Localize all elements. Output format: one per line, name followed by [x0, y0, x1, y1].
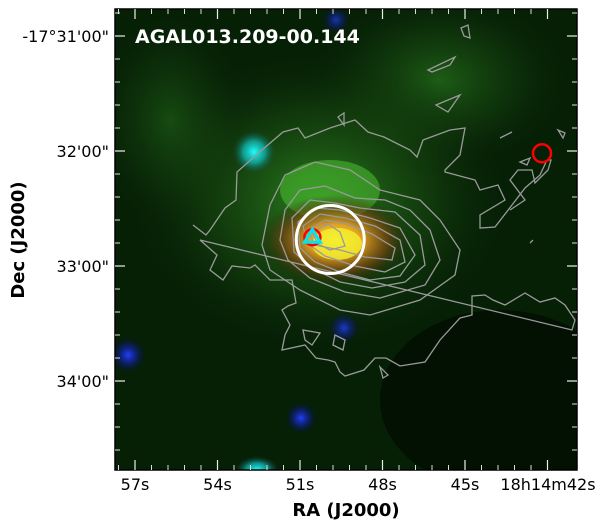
marker-circle — [531, 143, 553, 164]
contour-6 — [302, 213, 406, 273]
sky-image — [115, 9, 577, 470]
y-tick-label: 34'00" — [57, 372, 109, 391]
y-tick-label: 33'00" — [57, 257, 109, 276]
contour-island — [302, 24, 566, 379]
x-tick-label: 18h14m42s — [500, 475, 595, 494]
x-tick-label: 45s — [451, 475, 480, 494]
contour-3 — [279, 185, 441, 299]
y-tick-label: -17°31'00" — [22, 27, 109, 46]
y-axis-label: Dec (J2000) — [8, 181, 29, 298]
marker-triangle — [301, 226, 324, 244]
source-title: AGAL013.209-00.144 — [135, 26, 360, 48]
contour-5 — [297, 207, 416, 281]
x-tick-label: 54s — [203, 475, 232, 494]
contour-7 — [307, 219, 396, 261]
contour-2 — [261, 161, 461, 316]
contour-outer — [192, 119, 576, 377]
marker-circle — [294, 204, 366, 276]
x-tick-label: 57s — [121, 475, 150, 494]
x-tick-label: 48s — [368, 475, 397, 494]
markers — [294, 143, 553, 276]
plot-frame — [114, 8, 578, 471]
ticks: 57s 54s 51s 48s 45s 18h14m42s -17°31'00" 32'00"… — [22, 9, 596, 494]
x-tick-label: 51s — [286, 475, 315, 494]
contours — [192, 24, 576, 379]
y-tick-label: 32'00" — [57, 142, 109, 161]
x-axis-label: RA (J2000) — [292, 500, 399, 521]
